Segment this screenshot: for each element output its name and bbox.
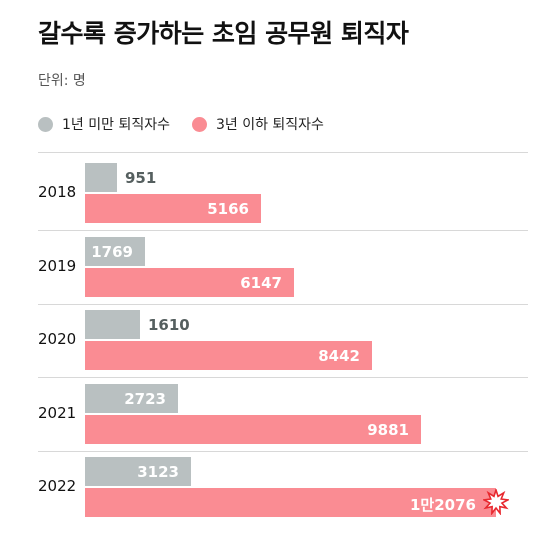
bar-under-1-year-2019	[85, 236, 145, 266]
burst-icon	[483, 489, 509, 515]
bar-under-3-years-2021	[85, 414, 421, 444]
legend-label-under-3-years: 3년 이하 퇴직자수	[215, 117, 324, 133]
legend-label-under-1-year: 1년 미만 퇴직자수	[62, 117, 170, 133]
bar-under-1-year-2018	[85, 163, 117, 192]
year-label-2019: 2019	[38, 256, 77, 275]
bar-under-1-year-2022	[85, 457, 191, 486]
value-label-under-3-years-2019: 6147	[240, 273, 282, 292]
value-label-under-1-year-2021: 2723	[124, 389, 166, 408]
legend-swatch-pink	[191, 116, 207, 132]
value-label-under-3-years-2021: 9881	[367, 420, 409, 439]
year-label-2021: 2021	[38, 403, 77, 422]
legend-item-under-3-years: 3년 이하 퇴직자수	[191, 114, 324, 134]
value-label-under-1-year-2022: 3123	[137, 463, 179, 481]
value-label-under-3-years-2018: 5166	[207, 200, 249, 218]
value-label-under-1-year-2018: 951	[125, 169, 157, 187]
divider-2020	[38, 377, 528, 378]
divider-2019	[38, 303, 528, 305]
bar-under-3-years-2018	[85, 194, 261, 223]
bar-under-3-years-2020	[85, 341, 372, 370]
chart-title: 갈수록 증가하는 초임 공무원 퇴직자	[38, 19, 409, 48]
year-label-2018: 2018	[38, 183, 77, 201]
legend: 1년 미만 퇴직자수 3년 이하 퇴직자수	[38, 114, 346, 134]
bar-under-3-years-2019	[85, 267, 294, 297]
value-label-under-1-year-2020: 1610	[148, 316, 190, 334]
unit-label: 단위: 명	[38, 73, 86, 89]
bar-under-1-year-2021	[85, 383, 178, 413]
divider-2021	[38, 450, 528, 452]
divider-top	[38, 152, 528, 153]
value-label-under-1-year-2019: 1769	[91, 242, 133, 261]
legend-item-under-1-year: 1년 미만 퇴직자수	[38, 114, 170, 134]
bar-under-3-years-2022	[85, 488, 496, 517]
legend-swatch-gray	[38, 116, 53, 132]
value-label-under-3-years-2020: 8442	[318, 347, 360, 365]
bar-under-1-year-2020	[85, 310, 140, 339]
value-label-under-3-years-2022: 1만2076	[410, 496, 476, 514]
year-label-2020: 2020	[38, 330, 77, 348]
divider-2018	[38, 230, 528, 231]
year-label-2022: 2022	[38, 477, 77, 495]
